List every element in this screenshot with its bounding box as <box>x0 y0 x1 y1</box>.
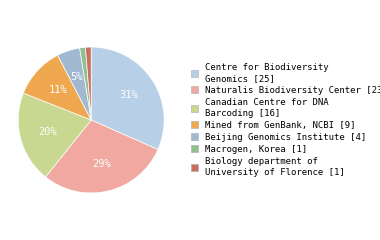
Text: 20%: 20% <box>38 126 57 137</box>
Wedge shape <box>18 93 91 177</box>
Wedge shape <box>91 47 164 150</box>
Text: 29%: 29% <box>92 159 111 169</box>
Wedge shape <box>46 120 158 193</box>
Wedge shape <box>24 55 91 120</box>
Legend: Centre for Biodiversity
Genomics [25], Naturalis Biodiversity Center [23], Canad: Centre for Biodiversity Genomics [25], N… <box>190 63 380 177</box>
Wedge shape <box>80 47 91 120</box>
Text: 31%: 31% <box>120 90 138 100</box>
Text: 5%: 5% <box>71 72 83 82</box>
Wedge shape <box>58 48 91 120</box>
Text: 11%: 11% <box>48 85 67 95</box>
Wedge shape <box>86 47 91 120</box>
